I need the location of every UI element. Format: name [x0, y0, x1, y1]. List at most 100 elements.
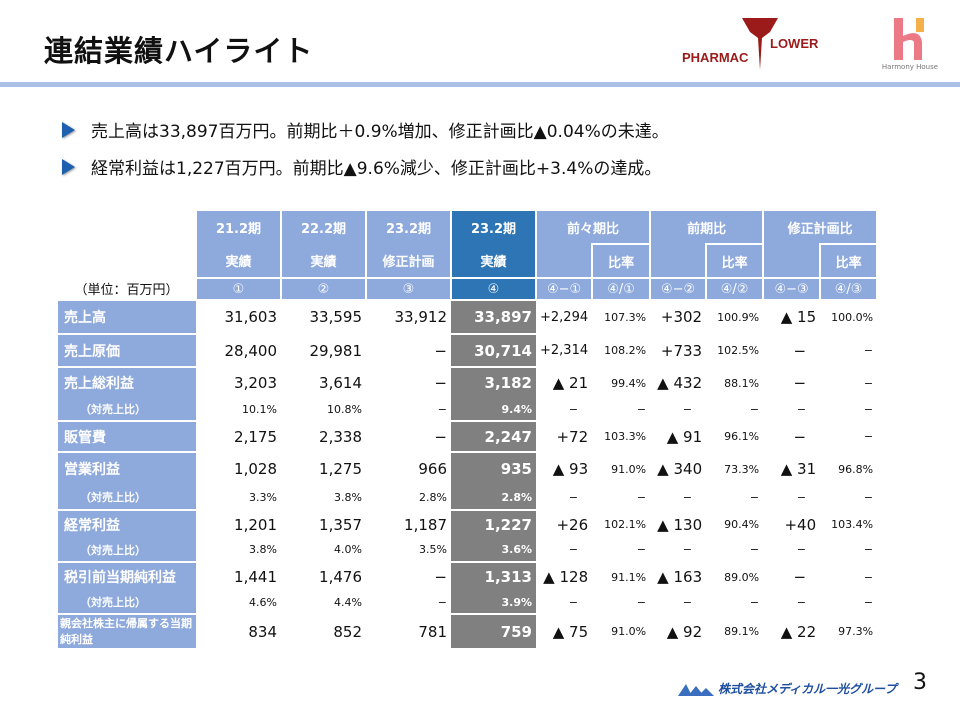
row-label: 売上総利益 — [58, 366, 196, 398]
table-cell: 2,338 — [281, 420, 366, 452]
table-cell: 89.1% — [706, 613, 764, 648]
table-cell: +2,294 — [536, 299, 593, 334]
table-cell: 88.1% — [706, 366, 764, 398]
row-label: （対売上比） — [58, 398, 196, 421]
ratio-header: 比率 — [591, 243, 652, 278]
table-cell: − — [636, 595, 647, 609]
col-number: ④/① — [591, 277, 652, 300]
col-number: ① — [195, 277, 282, 300]
table-cell: − — [863, 595, 874, 609]
row-label: （対売上比） — [58, 485, 196, 510]
harmony-house-logo: Harmony House — [880, 14, 940, 76]
table-cell: 91.1% — [592, 561, 651, 591]
bullet-sales: 売上高は33,897百万円。前期比＋0.9%増加、修正計画比▲0.04%の未達。 — [62, 117, 669, 142]
table-cell: ▲ 22 — [763, 613, 821, 648]
table-cell: − — [796, 490, 807, 504]
table-cell: − — [796, 595, 807, 609]
table-cell: − — [682, 402, 693, 416]
table-cell: − — [749, 595, 760, 609]
col-header-3: 23.2期 修正計画 — [365, 211, 452, 278]
table-cell: ▲ 21 — [536, 366, 593, 398]
unit-label: （単位：百万円） — [74, 283, 179, 298]
page-number: 3 — [913, 670, 927, 695]
table-cell: 1,275 — [281, 451, 366, 485]
table-cell: 10.1% — [242, 402, 277, 416]
table-cell: − — [636, 543, 647, 556]
row-label: 親会社株主に帰属する当期純利益 — [58, 613, 196, 648]
table-cell: 1,313 — [451, 561, 536, 591]
bullet-text: 経常利益は1,227百万円。前期比▲9.6%減少、修正計画比+3.4%の達成。 — [91, 159, 662, 179]
mountain-icon — [678, 683, 714, 696]
col-number: ② — [280, 277, 367, 300]
table-cell: 1,187 — [366, 509, 451, 538]
table-cell: − — [366, 333, 451, 367]
table-cell: 103.3% — [592, 420, 651, 452]
table-cell: 3.5% — [419, 543, 447, 556]
table-cell: 107.3% — [592, 299, 651, 334]
table-cell: − — [568, 402, 579, 416]
table-cell: − — [636, 490, 647, 504]
table-cell: ▲ 31 — [763, 451, 821, 485]
table-cell: − — [366, 420, 451, 452]
table-cell: 4.4% — [334, 595, 362, 609]
table-cell: ▲ 15 — [763, 299, 821, 334]
table-cell: − — [820, 561, 878, 591]
col-header-4: 23.2期 実績 — [450, 211, 537, 278]
table-cell: +40 — [763, 509, 821, 538]
table-row: 経常利益 1,201 1,357 1,187 1,227 +26 102.1% ▲ 130 90… — [58, 509, 878, 538]
table-row: （対売上比） 3.3% 3.8% 2.8% 2.8% − − − − − − — [58, 485, 877, 510]
table-cell: − — [796, 402, 807, 416]
row-label: 税引前当期純利益 — [58, 561, 196, 591]
table-cell: 91.0% — [592, 451, 651, 485]
table-cell: 966 — [366, 451, 451, 485]
table-cell: 30,714 — [451, 333, 536, 367]
table-cell: ▲ 432 — [650, 366, 707, 398]
table-row: 販管費 2,175 2,338−2,247 +72 103.3% ▲ 91 96.1% − − — [58, 420, 878, 452]
table-cell: 2.8% — [419, 490, 447, 504]
table-cell: 781 — [366, 613, 451, 648]
table-cell: 3.9% — [451, 591, 536, 614]
table-cell: 935 — [451, 451, 536, 485]
ratio-header: 比率 — [705, 243, 765, 278]
bullet-ordinary-profit: 経常利益は1,227百万円。前期比▲9.6%減少、修正計画比+3.4%の達成。 — [62, 154, 661, 179]
table-cell: 10.8% — [327, 402, 362, 416]
table-cell: − — [820, 420, 878, 452]
table-cell: +72 — [536, 420, 593, 452]
table-row: 営業利益 1,028 1,275 966 935 ▲ 93 91.0% ▲ 340 73.3% ▲… — [58, 451, 878, 485]
table-cell: 9.4% — [451, 398, 536, 421]
table-cell: ▲ 75 — [536, 613, 593, 648]
table-cell: − — [366, 366, 451, 398]
pharmacy-flower-logo: PHARMAC LOWER — [680, 14, 840, 74]
table-cell: ▲ 91 — [650, 420, 707, 452]
table-cell: 1,357 — [281, 509, 366, 538]
col-header-2: 22.2期 実績 — [280, 211, 367, 278]
table-cell: − — [863, 402, 874, 416]
table-cell: 31,603 — [196, 299, 281, 334]
table-cell: 73.3% — [706, 451, 764, 485]
table-cell: − — [820, 333, 878, 367]
table-cell: 4.6% — [249, 595, 277, 609]
table-cell: − — [749, 490, 760, 504]
table-cell: 3.3% — [249, 490, 277, 504]
table-cell: 100.9% — [706, 299, 764, 334]
row-label: 売上高 — [58, 299, 196, 334]
table-row: （対売上比） 3.8% 4.0% 3.5% 3.6% − − − − − − — [58, 538, 877, 562]
table-cell: 2,247 — [451, 420, 536, 452]
table-row: 売上総利益 3,203 3,614−3,182 ▲ 21 99.4% ▲ 432 88.1%… — [58, 366, 878, 398]
table-cell: 2,175 — [196, 420, 281, 452]
table-cell: ▲ 340 — [650, 451, 707, 485]
table-cell: 99.4% — [592, 366, 651, 398]
table-cell: 33,912 — [366, 299, 451, 334]
table-cell: − — [437, 402, 447, 416]
table-row: 売上原価 28,400 29,981−30,714 +2,314 108.2% +733 1… — [58, 333, 878, 367]
table-row: 税引前当期純利益 1,441 1,476−1,313 ▲ 128 91.1% ▲ 163 8… — [58, 561, 878, 591]
table-cell: 89.0% — [706, 561, 764, 591]
table-cell: − — [796, 543, 807, 556]
table-cell: − — [568, 595, 579, 609]
row-label: 経常利益 — [58, 509, 196, 538]
ratio-header: 比率 — [819, 243, 879, 278]
col-number: ③ — [365, 277, 452, 300]
table-cell: 3.8% — [334, 490, 362, 504]
table-row: （対売上比） 10.1% 10.8% −9.4% − − − − − − — [58, 398, 877, 421]
table-cell: 1,476 — [281, 561, 366, 591]
